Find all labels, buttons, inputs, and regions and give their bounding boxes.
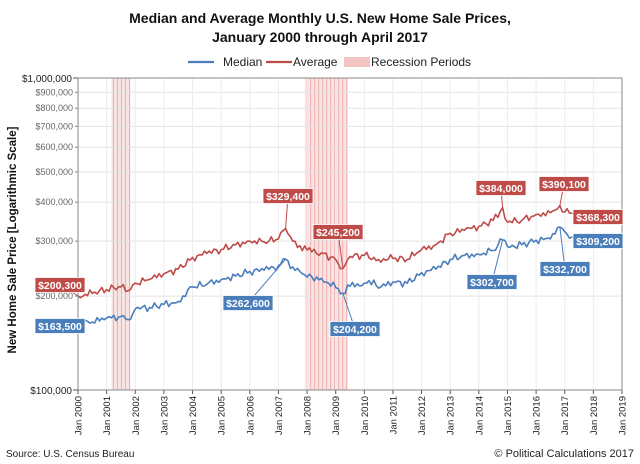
- recession-bands: [111, 78, 348, 390]
- y-tick-label: $700,000: [35, 121, 73, 131]
- y-tick-label: $200,000: [35, 291, 73, 301]
- x-tick-label: Jan 2012: [417, 396, 428, 435]
- copyright-note: © Political Calculations 2017: [494, 448, 634, 460]
- y-tick-label: $500,000: [35, 167, 73, 177]
- callout-label: $332,700: [543, 264, 587, 276]
- y-tick-label: $300,000: [35, 236, 73, 246]
- x-tick-label: Jan 2018: [589, 396, 600, 435]
- x-tick-label: Jan 2003: [159, 396, 170, 435]
- callout-label: $368,300: [576, 212, 620, 224]
- x-tick-label: Jan 2006: [245, 396, 256, 435]
- x-tick-label: Jan 2016: [532, 396, 543, 435]
- callout-label: $245,200: [316, 227, 360, 239]
- x-tick-label: Jan 2004: [188, 396, 199, 435]
- callout-box: [539, 261, 591, 277]
- series-lines: [77, 204, 573, 328]
- callout-box: [262, 188, 314, 204]
- y-tick-label: $100,000: [30, 386, 72, 397]
- callout-box: [572, 209, 624, 225]
- x-tick-label: Jan 2005: [217, 396, 228, 435]
- callout-label: $309,200: [576, 236, 620, 248]
- callout-label: $390,100: [542, 179, 586, 191]
- callout-label: $163,500: [38, 321, 82, 333]
- series-line-median: [77, 226, 573, 328]
- y-tick-label: $800,000: [35, 103, 73, 113]
- callout-box: [329, 321, 381, 337]
- legend-label: Recession Periods: [371, 55, 471, 69]
- x-tick-label: Jan 2013: [446, 396, 457, 435]
- callout-label: $329,400: [266, 191, 310, 203]
- source-note: Source: U.S. Census Bureau: [6, 449, 134, 460]
- x-tick-label: Jan 2017: [560, 396, 571, 435]
- callout-label: $384,000: [479, 183, 523, 195]
- x-tick-label: Jan 2008: [303, 396, 314, 435]
- callout-box: [538, 176, 590, 192]
- x-tick-label: Jan 2002: [131, 396, 142, 435]
- callout-box: [312, 224, 364, 240]
- callout-label: $262,600: [226, 298, 270, 310]
- callout-label: $204,200: [333, 324, 377, 336]
- annotations: $200,300 $163,500 $329,400 $262,600 $245,200…: [34, 176, 624, 337]
- y-tick-label: $1,000,000: [22, 74, 72, 85]
- callout-box: [475, 180, 527, 196]
- x-tick-label: Jan 2001: [102, 396, 113, 435]
- x-tick-label: Jan 2007: [274, 396, 285, 435]
- chart-subtitle: January 2000 through April 2017: [212, 29, 428, 45]
- callout-box: [34, 318, 86, 334]
- y-axis-label: New Home Sale Price [Logarithmic Scale]: [7, 126, 19, 353]
- legend-swatch-recession: [344, 57, 370, 67]
- x-tick-label: Jan 2019: [618, 396, 629, 435]
- series-line-average: [77, 204, 572, 299]
- x-tick-label: Jan 2015: [503, 396, 514, 435]
- legend-label: Average: [293, 55, 338, 69]
- legend: Median Average Recession Periods: [188, 55, 471, 69]
- callout-box: [572, 233, 624, 249]
- y-tick-label: $900,000: [35, 87, 73, 97]
- y-tick-label: $600,000: [35, 142, 73, 152]
- callout-box: [466, 274, 518, 290]
- recession-band-1: [111, 78, 131, 390]
- chart-title: Median and Average Monthly U.S. New Home…: [129, 10, 511, 26]
- callout-label: $302,700: [470, 277, 514, 289]
- legend-label: Median: [223, 55, 262, 69]
- x-tick-label: Jan 2014: [474, 396, 485, 435]
- x-tick-label: Jan 2009: [331, 396, 342, 435]
- x-tick-label: Jan 2000: [74, 396, 85, 435]
- y-tick-label: $400,000: [35, 197, 73, 207]
- x-tick-label: Jan 2010: [360, 396, 371, 435]
- callout-box: [222, 295, 274, 311]
- callout-box: [34, 277, 86, 293]
- x-tick-label: Jan 2011: [388, 396, 399, 434]
- callout-label: $200,300: [38, 280, 82, 292]
